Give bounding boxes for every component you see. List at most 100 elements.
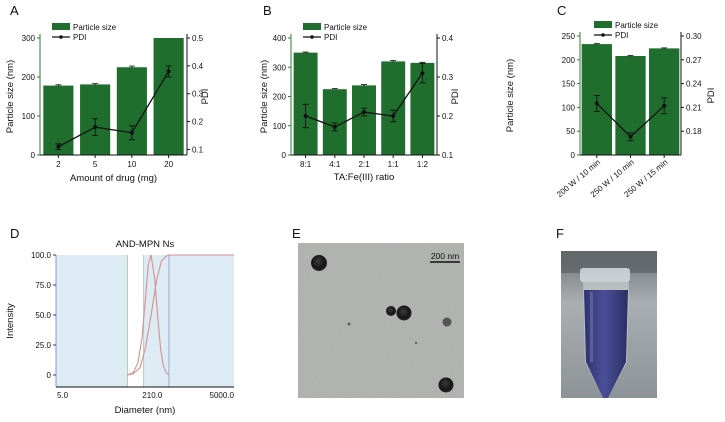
y-tick-label: 0 [31, 151, 36, 160]
tem-particle [442, 317, 452, 327]
y-tick-label: 75.0 [35, 281, 51, 290]
legend-swatch-point [310, 35, 314, 39]
y2-tick-label: 0.4 [192, 62, 204, 71]
legend-label-bar: Particle size [324, 23, 368, 32]
y2-axis-title: PDI [200, 89, 211, 105]
pdi-point [391, 114, 396, 118]
panel-label-d: D [10, 226, 19, 241]
y-axis-title: Particle size (nm) [5, 60, 16, 133]
y-tick-label: 100 [273, 122, 287, 131]
panel-label-e: E [292, 226, 301, 241]
vial-liquid [584, 290, 628, 398]
x-tick-label: 10 [127, 160, 136, 169]
chart-d: 0 25.0 50.0 75.0 100.0 5.0 210.0 5000.0 AND-MPN … [5, 239, 235, 416]
x-tick-label: 2:1 [358, 160, 370, 169]
y2-tick-label: 0.1 [192, 145, 204, 154]
y-tick-label: 25.0 [35, 341, 51, 350]
pdi-point [166, 69, 171, 74]
y-axis-title: Particle size (nm) [505, 59, 516, 132]
x-axis-title: Amount of drug (mg) [70, 173, 157, 184]
pdi-point [362, 110, 366, 115]
legend-swatch-bar [594, 21, 612, 28]
y-axis-title: Intensity [5, 303, 16, 339]
tem-image: 200 nm [298, 243, 464, 398]
legend-label-bar: Particle size [73, 23, 117, 32]
x-tick-label: 1:2 [417, 160, 429, 169]
pdi-point [56, 144, 61, 149]
y2-tick-label: 0.3 [192, 90, 204, 99]
y-tick-label: 200 [273, 93, 287, 102]
legend-swatch-bar [303, 23, 321, 30]
y-tick-label: 100 [22, 112, 36, 121]
pdi-point [129, 130, 134, 135]
pdi-point [93, 125, 98, 130]
vial-highlight [590, 292, 593, 362]
pdi-point [303, 114, 308, 118]
size-bar [410, 62, 435, 155]
scale-bar-label: 200 nm [431, 251, 459, 261]
tem-particle [311, 255, 327, 271]
y2-tick-label: 0.27 [686, 56, 702, 65]
size-bar [153, 38, 184, 155]
vial-background-shadow [561, 251, 657, 273]
y-tick-label: 200 [22, 73, 36, 82]
y2-tick-label: 0.24 [686, 80, 702, 89]
y-tick-label: 0 [571, 151, 576, 160]
y-tick-label: 50 [566, 127, 575, 136]
dls-band [143, 255, 169, 387]
y2-tick-label: 0.5 [192, 34, 204, 43]
tem-dot [414, 341, 418, 345]
panel-label-b: B [263, 3, 272, 18]
y-tick-label: 250 [562, 32, 576, 41]
y2-tick-label: 0.3 [442, 73, 454, 82]
y-tick-label: 300 [273, 63, 287, 72]
legend-label-line: PDI [324, 33, 337, 42]
pdi-point [628, 134, 633, 139]
y2-tick-label: 0.1 [442, 151, 454, 160]
y-tick-label: 400 [273, 34, 287, 43]
dls-band [56, 255, 128, 387]
panel-label-a: A [10, 3, 19, 18]
legend-label-line: PDI [73, 33, 86, 42]
pdi-point [420, 71, 425, 76]
panel-label-c: C [557, 3, 566, 18]
size-bar [116, 67, 147, 155]
pdi-line [58, 71, 170, 148]
x-tick-label: 210.0 [142, 391, 163, 400]
distribution-curve [127, 254, 170, 376]
size-bar [352, 85, 376, 155]
cumulative-curve [127, 254, 234, 376]
y-tick-label: 100.0 [31, 251, 52, 260]
pdi-point [332, 124, 337, 129]
y2-axis-title: PDI [706, 88, 717, 104]
y-tick-label: 0 [47, 371, 52, 380]
size-bar [381, 61, 406, 155]
legend-swatch-point [601, 33, 605, 37]
y-tick-label: 100 [562, 103, 576, 112]
y2-tick-label: 0.18 [686, 127, 702, 136]
chart-a: 0 100 200 300 0.1 0.2 0.3 0.4 0.5 2 5 10 20 Particle … [5, 23, 211, 184]
legend-label-bar: Particle size [615, 21, 659, 30]
panel-label-f: F [556, 226, 564, 241]
x-tick-label: 5000.0 [210, 391, 235, 400]
y-axis-title: Particle size (nm) [259, 60, 270, 133]
size-bar [322, 89, 347, 155]
y-tick-label: 0 [282, 151, 287, 160]
x-tick-label: 20 [164, 160, 173, 169]
tem-background [298, 243, 464, 398]
x-tick-label: 8:1 [300, 160, 312, 169]
y-tick-label: 300 [22, 34, 36, 43]
vial-cap [580, 268, 630, 282]
y2-tick-label: 0.4 [442, 34, 454, 43]
size-bar [293, 52, 318, 155]
chart-b: 0 100 200 300 400 0.1 0.2 0.3 0.4 8:1 4:1 2:1 1:1 1:2… [259, 23, 461, 183]
legend-label-line: PDI [615, 31, 628, 40]
y2-tick-label: 0.2 [192, 118, 204, 127]
legend-swatch-point [59, 35, 63, 39]
pdi-point [594, 101, 599, 106]
tem-dot [347, 322, 351, 326]
x-tick-label: 5 [93, 160, 98, 169]
y2-axis-title: PDI [450, 89, 461, 105]
x-axis-title: Diameter (nm) [115, 405, 176, 416]
